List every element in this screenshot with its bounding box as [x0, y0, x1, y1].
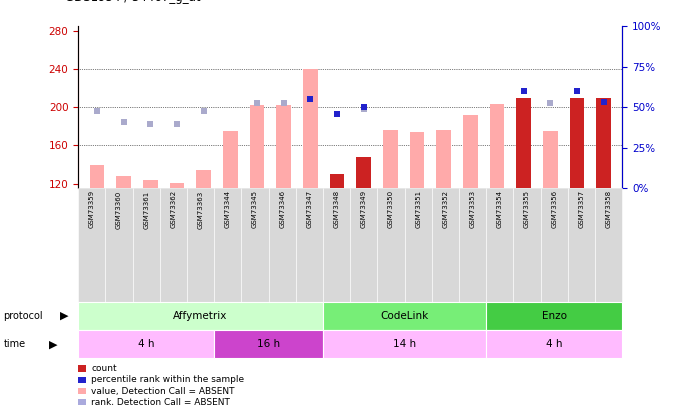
Bar	[516, 98, 531, 188]
Text: GSM73353: GSM73353	[470, 190, 475, 228]
Bar	[303, 69, 318, 188]
Text: GSM73350: GSM73350	[388, 190, 394, 228]
Text: GSM73354: GSM73354	[497, 190, 503, 228]
Bar	[596, 98, 611, 188]
Text: GSM73346: GSM73346	[279, 190, 285, 228]
Bar	[356, 157, 371, 188]
Bar	[383, 130, 398, 188]
Text: GSM73348: GSM73348	[334, 190, 339, 228]
Text: GSM73362: GSM73362	[171, 190, 176, 228]
Text: 14 h: 14 h	[393, 339, 416, 349]
Text: count: count	[91, 364, 117, 373]
Bar	[330, 174, 344, 188]
Text: GSM73352: GSM73352	[443, 190, 448, 228]
Text: GSM73361: GSM73361	[143, 190, 149, 228]
Text: CodeLink: CodeLink	[381, 311, 428, 321]
Text: ▶: ▶	[61, 311, 69, 321]
Text: GSM73359: GSM73359	[89, 190, 95, 228]
Bar	[116, 176, 131, 188]
Bar	[197, 170, 211, 188]
Bar	[596, 98, 611, 188]
Bar	[490, 104, 504, 188]
Text: GSM73344: GSM73344	[225, 190, 231, 228]
Text: time: time	[3, 339, 26, 349]
Text: GSM73349: GSM73349	[361, 190, 367, 228]
Text: GSM73345: GSM73345	[252, 190, 258, 228]
Text: GSM73356: GSM73356	[551, 190, 557, 228]
Bar	[543, 131, 558, 188]
Text: GSM73347: GSM73347	[307, 190, 312, 228]
Text: GSM73357: GSM73357	[579, 190, 584, 228]
Bar	[356, 157, 371, 188]
Bar	[409, 132, 424, 188]
Bar	[570, 98, 584, 188]
Bar	[143, 180, 158, 188]
Text: Affymetrix: Affymetrix	[173, 311, 228, 321]
Bar	[570, 98, 584, 188]
Text: percentile rank within the sample: percentile rank within the sample	[91, 375, 244, 384]
Bar	[436, 130, 451, 188]
Text: GSM73360: GSM73360	[116, 190, 122, 228]
Text: 4 h: 4 h	[546, 339, 562, 349]
Bar	[276, 105, 291, 188]
Text: rank, Detection Call = ABSENT: rank, Detection Call = ABSENT	[91, 398, 230, 405]
Bar	[516, 98, 531, 188]
Bar	[223, 131, 237, 188]
Bar	[330, 174, 344, 188]
Text: GSM73363: GSM73363	[198, 190, 203, 228]
Text: GSM73355: GSM73355	[524, 190, 530, 228]
Bar	[250, 105, 265, 188]
Text: Enzo: Enzo	[542, 311, 566, 321]
Text: GSM73351: GSM73351	[415, 190, 421, 228]
Text: protocol: protocol	[3, 311, 43, 321]
Bar	[90, 164, 104, 188]
Text: 16 h: 16 h	[257, 339, 280, 349]
Bar	[169, 183, 184, 188]
Text: ▶: ▶	[49, 339, 57, 349]
Text: GDS1954 / 34467_g_at: GDS1954 / 34467_g_at	[65, 0, 200, 4]
Text: value, Detection Call = ABSENT: value, Detection Call = ABSENT	[91, 387, 235, 396]
Text: GSM73358: GSM73358	[606, 190, 611, 228]
Bar	[463, 115, 477, 188]
Text: 4 h: 4 h	[138, 339, 154, 349]
